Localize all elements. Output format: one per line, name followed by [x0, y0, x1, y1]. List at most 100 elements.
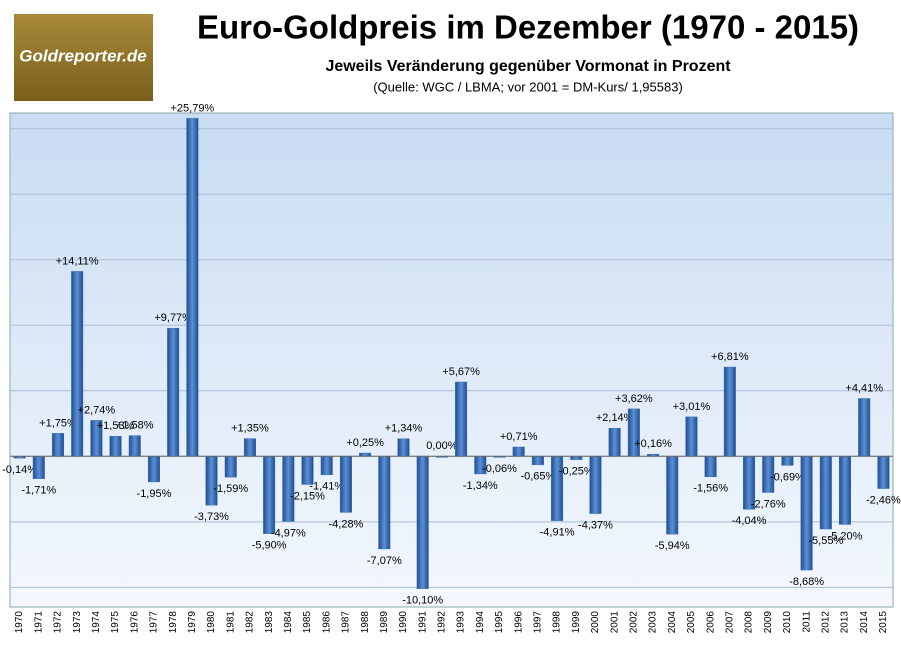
value-label: +0,16% [634, 438, 672, 450]
logo: Goldreporter.de [19, 46, 147, 65]
bar [397, 438, 410, 457]
x-tick-label: 1993 [456, 611, 467, 634]
value-label: +0,71% [500, 431, 538, 443]
x-tick-label: 1994 [475, 611, 486, 634]
bar [282, 456, 295, 522]
bar [877, 456, 890, 489]
bar [263, 456, 276, 534]
x-tick-label: 2000 [590, 611, 601, 634]
x-tick-label: 2014 [859, 611, 870, 634]
value-label: +25,79% [170, 102, 214, 114]
value-label: -0,69% [770, 471, 805, 483]
x-tick-label: 1976 [129, 611, 140, 634]
x-tick-label: 1981 [225, 611, 236, 634]
value-label: +9,77% [154, 312, 192, 324]
bar [512, 446, 525, 457]
value-label: -2,76% [751, 498, 786, 510]
x-tick-label: 2004 [667, 611, 678, 634]
value-label: +14,11% [56, 255, 99, 267]
x-tick-label: 1999 [571, 611, 582, 634]
x-tick-label: 1980 [206, 611, 217, 634]
value-label: -1,56% [693, 483, 728, 495]
x-tick-label: 1973 [72, 611, 83, 634]
x-tick-label: 1974 [91, 611, 102, 634]
value-label: -1,71% [21, 485, 56, 497]
value-label: -8,68% [789, 576, 824, 588]
x-tick-label: 1983 [264, 611, 275, 634]
value-label: +5,67% [442, 366, 480, 378]
x-tick-label: 2011 [801, 611, 812, 633]
value-label: +1,35% [231, 423, 269, 435]
plot-area [9, 112, 894, 608]
bar [819, 456, 832, 530]
x-tick-label: 1978 [168, 611, 179, 634]
value-label: -1,59% [213, 483, 248, 495]
bar [858, 398, 871, 457]
x-tick-label: 1979 [187, 611, 198, 634]
x-tick-label: 2008 [744, 611, 755, 634]
value-label: -5,90% [252, 540, 287, 552]
x-tick-label: 1986 [321, 611, 332, 634]
value-label: +6,81% [711, 351, 749, 363]
bar [205, 456, 218, 506]
x-tick-label: 1997 [533, 611, 544, 634]
value-label: +0,25% [346, 437, 384, 449]
x-tick-label: 1990 [398, 611, 409, 634]
value-label: -4,97% [271, 527, 306, 539]
value-label: -1,34% [463, 480, 498, 492]
x-tick-label: 1977 [149, 611, 160, 634]
value-label: -7,07% [367, 555, 402, 567]
bar [224, 456, 237, 478]
value-label: +4,41% [845, 382, 883, 394]
value-label: -4,37% [578, 519, 613, 531]
bar [243, 438, 256, 457]
bar [781, 456, 794, 466]
value-label: -4,91% [540, 527, 575, 539]
bar [167, 328, 180, 457]
x-tick-label: 2009 [763, 611, 774, 634]
x-tick-label: 2015 [878, 611, 889, 634]
value-label: +3,62% [615, 393, 653, 405]
x-tick-label: 1970 [14, 611, 25, 634]
x-tick-label: 2010 [782, 611, 793, 634]
value-label: -0,65% [520, 471, 555, 483]
value-label: -5,94% [655, 540, 690, 552]
chart-title: Euro-Goldpreis im Dezember (1970 - 2015) [197, 9, 859, 46]
bar [339, 456, 352, 513]
bar [666, 456, 679, 535]
bar [128, 435, 141, 457]
logo-box [14, 14, 153, 101]
value-label: +2,14% [596, 412, 634, 424]
bar [455, 381, 468, 457]
value-label: +1,58% [116, 420, 154, 432]
x-tick-label: 1987 [341, 611, 352, 634]
x-tick-label: 1995 [494, 611, 505, 634]
source: (Quelle: WGC / LBMA; vor 2001 = DM-Kurs/… [373, 79, 683, 94]
x-tick-label: 1975 [110, 611, 121, 634]
bar [32, 456, 45, 479]
bar [704, 456, 717, 478]
bar [608, 428, 621, 457]
bar [800, 456, 813, 571]
value-label: -3,73% [194, 511, 229, 523]
x-tick-label: 2005 [686, 611, 697, 634]
bar [51, 433, 64, 457]
x-tick-label: 2007 [724, 611, 735, 634]
bar [186, 118, 199, 457]
bar [839, 456, 852, 525]
value-label: +1,34% [385, 423, 423, 435]
value-label: -2,46% [866, 494, 901, 506]
value-label: 0,00% [426, 440, 457, 452]
x-tick-label: 2001 [609, 611, 620, 634]
bar [147, 456, 160, 483]
chart-subtitle: Jeweils Veränderung gegenüber Vormonat i… [325, 58, 731, 75]
x-tick-label: 1971 [33, 611, 44, 634]
bar [685, 416, 698, 457]
value-label: -0,06% [482, 463, 517, 475]
bar [589, 456, 602, 514]
x-tick-label: 1972 [53, 611, 64, 634]
value-label: +3,01% [673, 401, 711, 413]
value-label: -0,14% [2, 464, 37, 476]
value-label: -5,20% [828, 530, 863, 542]
value-label: -4,28% [328, 518, 363, 530]
